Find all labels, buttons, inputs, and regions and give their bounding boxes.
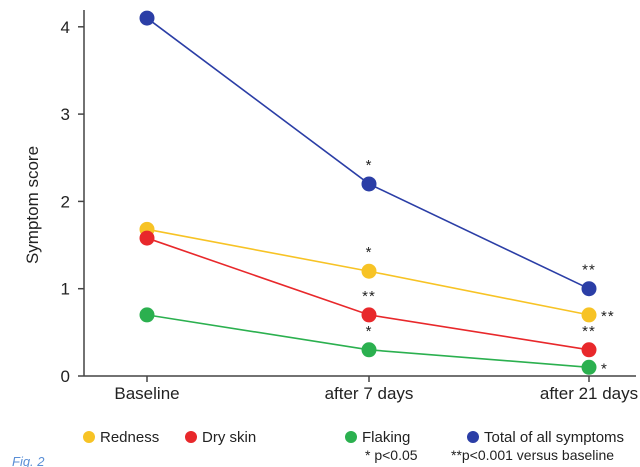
axes: 0 1 2 3 4 Baseline after 7 days after 21 days (61, 10, 638, 403)
sig-mark-1-1: ** (362, 288, 376, 305)
footnote-p0001: **p<0.001 versus baseline (451, 447, 614, 463)
legend-swatch-1 (185, 431, 197, 443)
point-2-2 (581, 359, 597, 375)
figure-caption: Fig. 2 (12, 454, 45, 467)
y-axis-title: Symptom score (23, 146, 42, 264)
legend-swatch-0 (83, 431, 95, 443)
point-1-0 (139, 230, 155, 246)
legend: Redness Dry skin Flaking Total of all sympt… (83, 429, 624, 446)
point-3-1 (361, 176, 377, 192)
y-tick-label-2: 2 (61, 192, 70, 211)
sig-mark-3-1: * (366, 157, 373, 174)
x-tick-label-1: after 7 days (325, 384, 414, 403)
y-tick-label-4: 4 (61, 18, 70, 37)
legend-swatch-2 (345, 431, 357, 443)
point-2-1 (361, 342, 377, 358)
legend-label-3: Total of all symptoms (484, 429, 624, 446)
significance-marks: ************ (362, 157, 615, 377)
sig-mark-2-1: * (366, 323, 373, 340)
point-3-0 (139, 10, 155, 26)
legend-label-1: Dry skin (202, 429, 256, 446)
y-tick-label-0: 0 (61, 367, 70, 386)
sig-mark-3-2: ** (582, 262, 596, 279)
footnote-p005: * p<0.05 (365, 447, 418, 463)
sig-mark-2-2: * (601, 360, 608, 377)
sig-mark-0-2: ** (601, 308, 615, 325)
point-1-2 (581, 342, 597, 358)
point-2-0 (139, 307, 155, 323)
sig-mark-0-1: * (366, 244, 373, 261)
point-0-1 (361, 263, 377, 279)
x-tick-label-2: after 21 days (540, 384, 638, 403)
legend-label-0: Redness (100, 429, 159, 446)
point-1-1 (361, 307, 377, 323)
series-points (139, 10, 597, 375)
y-tick-label-1: 1 (61, 280, 70, 299)
point-0-2 (581, 307, 597, 323)
point-3-2 (581, 281, 597, 297)
x-tick-label-0: Baseline (114, 384, 179, 403)
legend-swatch-3 (467, 431, 479, 443)
y-tick-label-3: 3 (61, 105, 70, 124)
sig-mark-1-2: ** (582, 323, 596, 340)
legend-label-2: Flaking (362, 429, 410, 446)
